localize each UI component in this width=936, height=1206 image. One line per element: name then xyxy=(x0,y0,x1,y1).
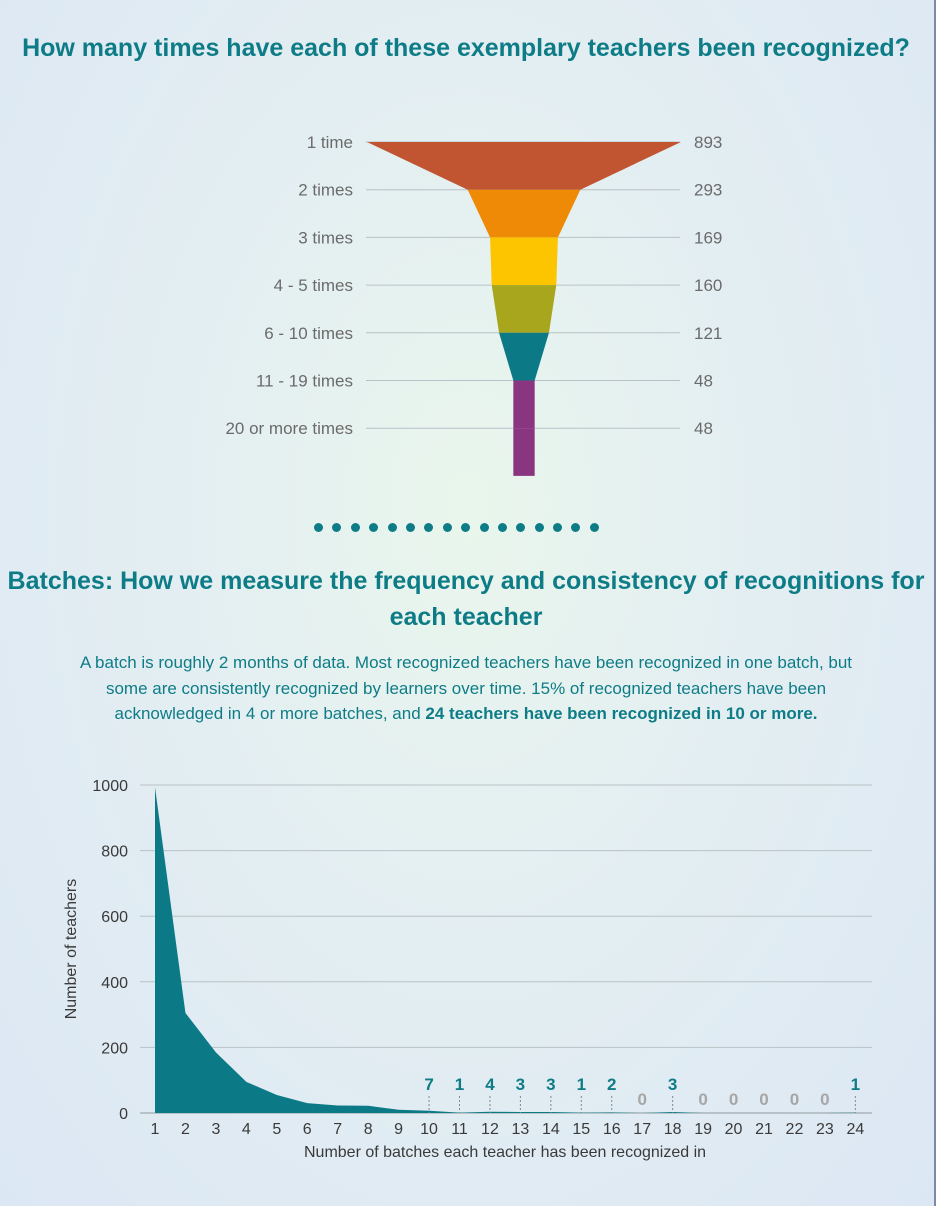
x-tick-label: 14 xyxy=(542,1121,560,1138)
funnel-value-label: 48 xyxy=(694,372,713,391)
data-label: 0 xyxy=(820,1090,829,1109)
data-label: 0 xyxy=(698,1090,707,1109)
x-tick-label: 12 xyxy=(481,1121,499,1138)
divider-dot xyxy=(589,523,599,532)
funnel-value-label: 121 xyxy=(694,324,722,343)
funnel-category-label: 3 times xyxy=(298,228,353,247)
funnel-segment xyxy=(499,332,549,381)
funnel-segment xyxy=(467,189,581,238)
y-tick-label: 0 xyxy=(119,1106,128,1123)
data-label: 1 xyxy=(851,1075,860,1094)
funnel-segment xyxy=(367,142,681,190)
divider-dot xyxy=(442,523,452,532)
funnel-category-label: 20 or more times xyxy=(225,419,353,438)
data-label: 4 xyxy=(485,1075,495,1094)
funnel-segment xyxy=(513,428,535,476)
page-border xyxy=(934,0,936,1206)
funnel-category-label: 2 times xyxy=(298,181,353,200)
divider-dot xyxy=(461,523,471,532)
funnel-value-label: 169 xyxy=(694,228,722,247)
funnel-value-label: 293 xyxy=(694,181,722,200)
funnel-category-label: 11 - 19 times xyxy=(256,372,353,391)
divider-dot xyxy=(350,523,360,532)
funnel-value-label: 48 xyxy=(694,419,713,438)
x-tick-label: 18 xyxy=(664,1121,682,1138)
y-tick-label: 400 xyxy=(101,975,128,992)
data-label: 7 xyxy=(424,1075,433,1094)
data-label: 3 xyxy=(516,1075,525,1094)
x-tick-label: 16 xyxy=(603,1121,621,1138)
data-label: 3 xyxy=(668,1075,677,1094)
divider-dot xyxy=(534,523,544,532)
funnel-value-label: 893 xyxy=(694,133,722,152)
funnel-category-label: 4 - 5 times xyxy=(274,276,353,295)
x-tick-label: 17 xyxy=(633,1121,651,1138)
x-tick-label: 5 xyxy=(272,1121,281,1138)
x-tick-label: 6 xyxy=(303,1121,312,1138)
divider-dot xyxy=(405,523,415,532)
y-tick-label: 200 xyxy=(101,1040,128,1057)
funnel-category-label: 6 - 10 times xyxy=(264,324,353,343)
x-tick-label: 19 xyxy=(694,1121,712,1138)
x-tick-label: 22 xyxy=(786,1121,804,1138)
y-tick-label: 600 xyxy=(101,909,128,926)
divider-dot xyxy=(424,523,434,532)
x-tick-label: 2 xyxy=(181,1121,190,1138)
x-tick-label: 7 xyxy=(333,1121,342,1138)
x-tick-label: 15 xyxy=(572,1121,590,1138)
divider-dot xyxy=(479,523,489,532)
x-tick-label: 10 xyxy=(420,1121,438,1138)
y-tick-label: 800 xyxy=(101,844,128,861)
divider-dot xyxy=(369,523,379,532)
x-tick-label: 4 xyxy=(242,1121,251,1138)
divider-dot xyxy=(553,523,563,532)
divider-dot xyxy=(332,523,342,532)
divider-dot xyxy=(516,523,526,532)
x-tick-label: 20 xyxy=(725,1121,743,1138)
funnel-chart: 1 time 893 2 times 293 3 times 169 4 - 5 times… xyxy=(225,133,722,476)
data-label: 2 xyxy=(607,1075,616,1094)
batches-intro: A batch is roughly 2 months of data. Mos… xyxy=(70,650,862,727)
intro-highlight: 24 teachers have been recognized in 10 o… xyxy=(425,704,818,723)
data-label: 0 xyxy=(729,1090,738,1109)
divider-dot xyxy=(314,523,323,532)
funnel-title: How many times have each of these exempl… xyxy=(22,34,910,62)
intro-text: A batch is roughly 2 months of data. Mos… xyxy=(79,653,853,723)
x-tick-label: 3 xyxy=(211,1121,220,1138)
x-tick-label: 23 xyxy=(816,1121,834,1138)
funnel-segment xyxy=(513,380,535,429)
data-label: 0 xyxy=(759,1090,768,1109)
divider-dot xyxy=(387,523,397,532)
data-label: 1 xyxy=(455,1075,464,1094)
x-tick-label: 1 xyxy=(151,1121,160,1138)
x-tick-label: 24 xyxy=(846,1121,864,1138)
area-series xyxy=(155,787,856,1113)
divider-dot xyxy=(571,523,581,532)
y-axis-title: Number of teachers xyxy=(63,879,80,1020)
y-tick-label: 1000 xyxy=(92,778,128,795)
funnel-segment xyxy=(490,237,558,286)
section-divider xyxy=(314,523,608,532)
x-tick-label: 11 xyxy=(451,1121,468,1138)
funnel-value-label: 160 xyxy=(694,276,722,295)
data-label: 3 xyxy=(546,1075,555,1094)
data-label: 0 xyxy=(637,1090,646,1109)
data-label: 0 xyxy=(790,1090,799,1109)
batches-title: Batches: How we measure the frequency an… xyxy=(7,567,925,631)
x-tick-label: 8 xyxy=(364,1121,373,1138)
data-label: 1 xyxy=(577,1075,586,1094)
x-tick-label: 21 xyxy=(755,1121,773,1138)
funnel-category-label: 1 time xyxy=(307,133,353,152)
divider-dot xyxy=(497,523,507,532)
funnel-segment xyxy=(491,285,557,333)
x-tick-label: 13 xyxy=(512,1121,530,1138)
x-tick-label: 9 xyxy=(394,1121,403,1138)
x-axis-title: Number of batches each teacher has been … xyxy=(304,1144,706,1161)
